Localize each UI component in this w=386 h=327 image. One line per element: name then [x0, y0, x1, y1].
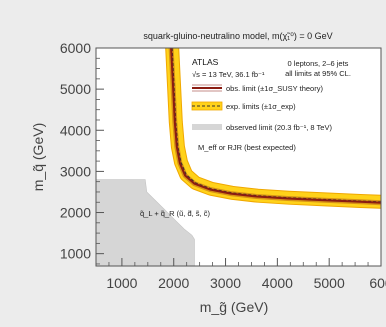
y-axis-title: m_q̃ (GeV): [30, 123, 46, 191]
legend: obs. limit (±1σ_SUSY theory) exp. limits…: [191, 84, 332, 152]
region-label: q̃_L + q̃_R (ũ, d̃, s̃, c̃): [140, 209, 211, 218]
method-note: M_eff or RJR (best expected): [198, 143, 296, 152]
legend-swatch-old-limit: [192, 124, 222, 130]
old-limit-region: [96, 179, 195, 266]
y-tick-label: 2000: [60, 205, 91, 221]
selection-label: 0 leptons, 2–6 jets: [288, 59, 349, 68]
observed-limit-line: [170, 48, 381, 204]
axis-ticks: 1000 2000 3000 4000 5000 600 1000 2000 3000 4000 5…: [60, 40, 386, 291]
x-tick-label: 1000: [106, 275, 137, 291]
legend-entry-old-limit: observed limit (20.3 fb⁻¹, 8 TeV): [226, 123, 332, 132]
x-tick-label: 3000: [210, 275, 241, 291]
y-tick-label: 6000: [60, 40, 91, 56]
y-tick-label: 5000: [60, 81, 91, 97]
x-tick-label: 5000: [314, 275, 345, 291]
experiment-label: ATLAS: [192, 57, 219, 67]
cl-label: all limits at 95% CL.: [285, 69, 351, 78]
chart-title: squark-gluino-neutralino model, m(χ̃₁⁰) …: [143, 31, 332, 41]
x-tick-label: 600: [369, 275, 386, 291]
energy-label: √s = 13 TeV, 36.1 fb⁻¹: [192, 70, 265, 79]
y-tick-label: 4000: [60, 122, 91, 138]
x-tick-label: 2000: [158, 275, 189, 291]
legend-entry-observed: obs. limit (±1σ_SUSY theory): [226, 84, 323, 93]
x-axis-title: m_g̃ (GeV): [200, 299, 268, 315]
x-tick-label: 4000: [262, 275, 293, 291]
clipped-marks: [96, 48, 381, 266]
legend-entry-expected: exp. limits (±1σ_exp): [226, 102, 296, 111]
y-tick-label: 3000: [60, 163, 91, 179]
chart-marks: [96, 48, 381, 266]
y-tick-label: 1000: [60, 246, 91, 262]
